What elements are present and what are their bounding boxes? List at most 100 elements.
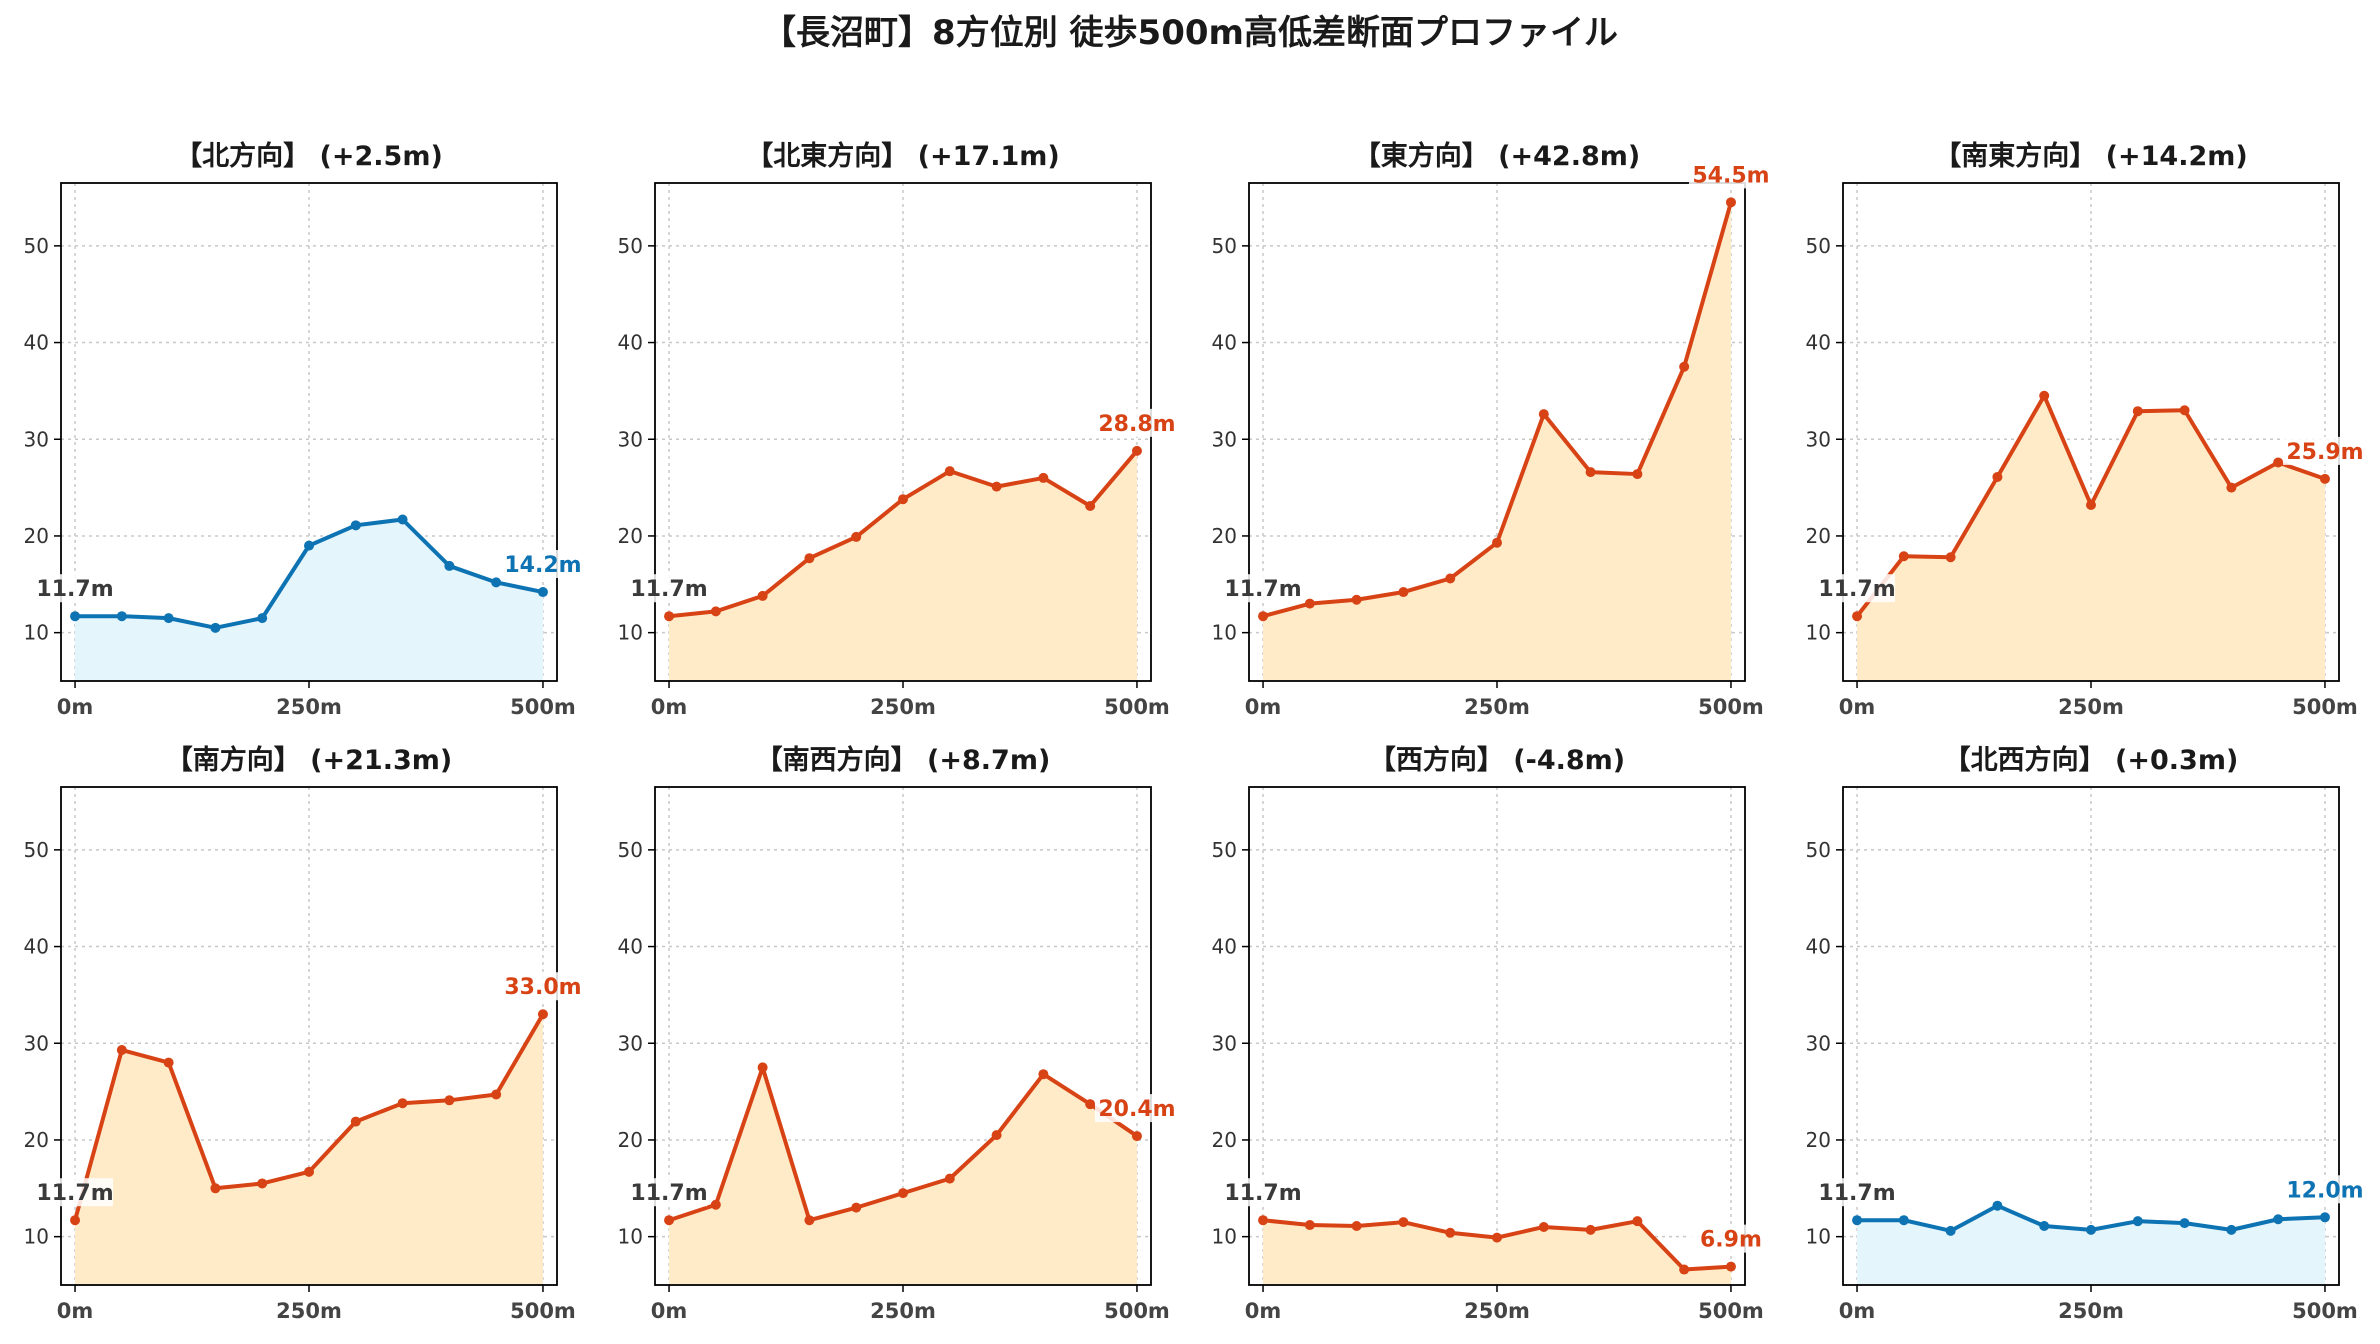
panel-title: 【北方向】 (+2.5m) — [175, 140, 443, 172]
end-label-bg — [1688, 160, 1773, 189]
elevation-point — [851, 531, 862, 542]
end-elevation-label: 28.8m — [1098, 412, 1175, 437]
x-tick-label: 500m — [1104, 695, 1170, 719]
x-tick-label: 0m — [651, 1299, 688, 1323]
y-tick-label: 10 — [1212, 621, 1237, 645]
elevation-point — [2273, 457, 2284, 468]
panel-title: 【西方向】 (-4.8m) — [1369, 744, 1625, 776]
elevation-point — [2319, 1212, 2330, 1223]
x-tick-label: 250m — [2058, 1299, 2124, 1323]
start-elevation-label: 11.7m — [1224, 577, 1301, 602]
elevation-point — [537, 587, 548, 598]
elevation-point — [898, 494, 908, 505]
elevation-point — [397, 514, 408, 525]
y-tick-label: 30 — [1212, 1031, 1237, 1055]
y-tick-label: 10 — [1806, 1225, 1831, 1249]
start-label-bg — [1225, 1178, 1302, 1207]
elevation-point — [257, 613, 268, 624]
elevation-point — [1585, 1224, 1596, 1235]
elevation-point — [991, 1130, 1002, 1141]
y-tick-label: 20 — [24, 1128, 49, 1152]
x-tick-label: 250m — [276, 1299, 342, 1323]
x-tick-label: 250m — [2058, 695, 2124, 719]
elevation-point — [1852, 1215, 1863, 1226]
y-tick-label: 30 — [24, 427, 49, 451]
elevation-area — [669, 1067, 1137, 1285]
y-tick-label: 40 — [1806, 331, 1831, 355]
elevation-point — [1085, 1099, 1096, 1110]
elevation-area — [75, 519, 543, 681]
end-elevation-label: 25.9m — [2286, 440, 2363, 465]
x-tick-label: 0m — [57, 695, 94, 719]
elevation-point — [350, 1116, 361, 1127]
start-label-bg — [37, 1178, 114, 1207]
elevation-point — [70, 611, 81, 622]
end-elevation-label: 12.0m — [2286, 1178, 2363, 1203]
elevation-point — [1131, 445, 1142, 456]
elevation-point — [70, 1215, 81, 1226]
elevation-point — [1679, 361, 1690, 372]
x-tick-label: 0m — [57, 1299, 94, 1323]
figure-title: 【長沼町】8方位別 徒歩500m高低差断面プロファイル — [762, 13, 1618, 53]
y-tick-label: 10 — [618, 1225, 643, 1249]
start-label-bg — [1819, 574, 1896, 603]
y-tick-label: 40 — [24, 935, 49, 959]
elevation-point — [710, 606, 721, 617]
elevation-point — [1304, 1220, 1315, 1231]
elevation-point — [804, 553, 815, 564]
elevation-area — [1263, 1220, 1731, 1285]
end-elevation-label: 6.9m — [1700, 1228, 1762, 1253]
start-elevation-label: 11.7m — [1818, 577, 1895, 602]
panel-title: 【東方向】 (+42.8m) — [1354, 140, 1640, 172]
y-tick-label: 40 — [1806, 935, 1831, 959]
elevation-point — [1351, 594, 1362, 605]
y-tick-label: 50 — [618, 838, 643, 862]
elevation-point — [444, 560, 455, 571]
elevation-point — [1725, 197, 1736, 208]
elevation-point — [304, 540, 314, 551]
end-label-bg — [500, 550, 585, 579]
elevation-point — [1398, 587, 1409, 598]
elevation-point — [2132, 406, 2143, 417]
elevation-point — [491, 577, 502, 588]
elevation-point — [257, 1178, 268, 1189]
elevation-point — [350, 520, 361, 531]
elevation-point — [1538, 1221, 1549, 1232]
elevation-point — [1992, 1200, 2003, 1211]
elevation-point — [1351, 1221, 1362, 1232]
end-elevation-label: 20.4m — [1098, 1097, 1175, 1122]
start-elevation-label: 11.7m — [1224, 1181, 1301, 1206]
elevation-point — [2179, 405, 2190, 416]
elevation-point — [1538, 409, 1549, 420]
elevation-point — [1945, 552, 1956, 563]
end-label-bg — [500, 972, 585, 1001]
elevation-point — [1038, 472, 1049, 483]
end-label-bg — [1094, 408, 1179, 437]
panel-title: 【南東方向】 (+14.2m) — [1934, 140, 2247, 172]
elevation-point — [1725, 1261, 1736, 1272]
elevation-point — [2039, 390, 2050, 401]
elevation-area — [75, 1014, 543, 1285]
y-tick-label: 20 — [1806, 524, 1831, 548]
y-tick-label: 40 — [618, 935, 643, 959]
plot-frame — [1842, 786, 2340, 1286]
y-tick-label: 20 — [24, 524, 49, 548]
elevation-point — [1131, 1131, 1142, 1142]
elevation-point — [116, 1045, 127, 1056]
elevation-point — [444, 1095, 455, 1106]
y-tick-label: 40 — [618, 331, 643, 355]
y-tick-label: 30 — [1806, 1031, 1831, 1055]
elevation-point — [1632, 1216, 1643, 1227]
elevation-point — [2226, 482, 2237, 493]
end-elevation-label: 14.2m — [504, 553, 581, 578]
elevation-point — [944, 466, 955, 477]
elevation-point — [664, 611, 675, 622]
elevation-point — [163, 613, 174, 624]
y-tick-label: 30 — [1212, 427, 1237, 451]
elevation-point — [1632, 469, 1643, 480]
panel-title: 【南方向】 (+21.3m) — [166, 744, 452, 776]
elevation-point — [2226, 1224, 2237, 1235]
y-tick-label: 10 — [618, 621, 643, 645]
